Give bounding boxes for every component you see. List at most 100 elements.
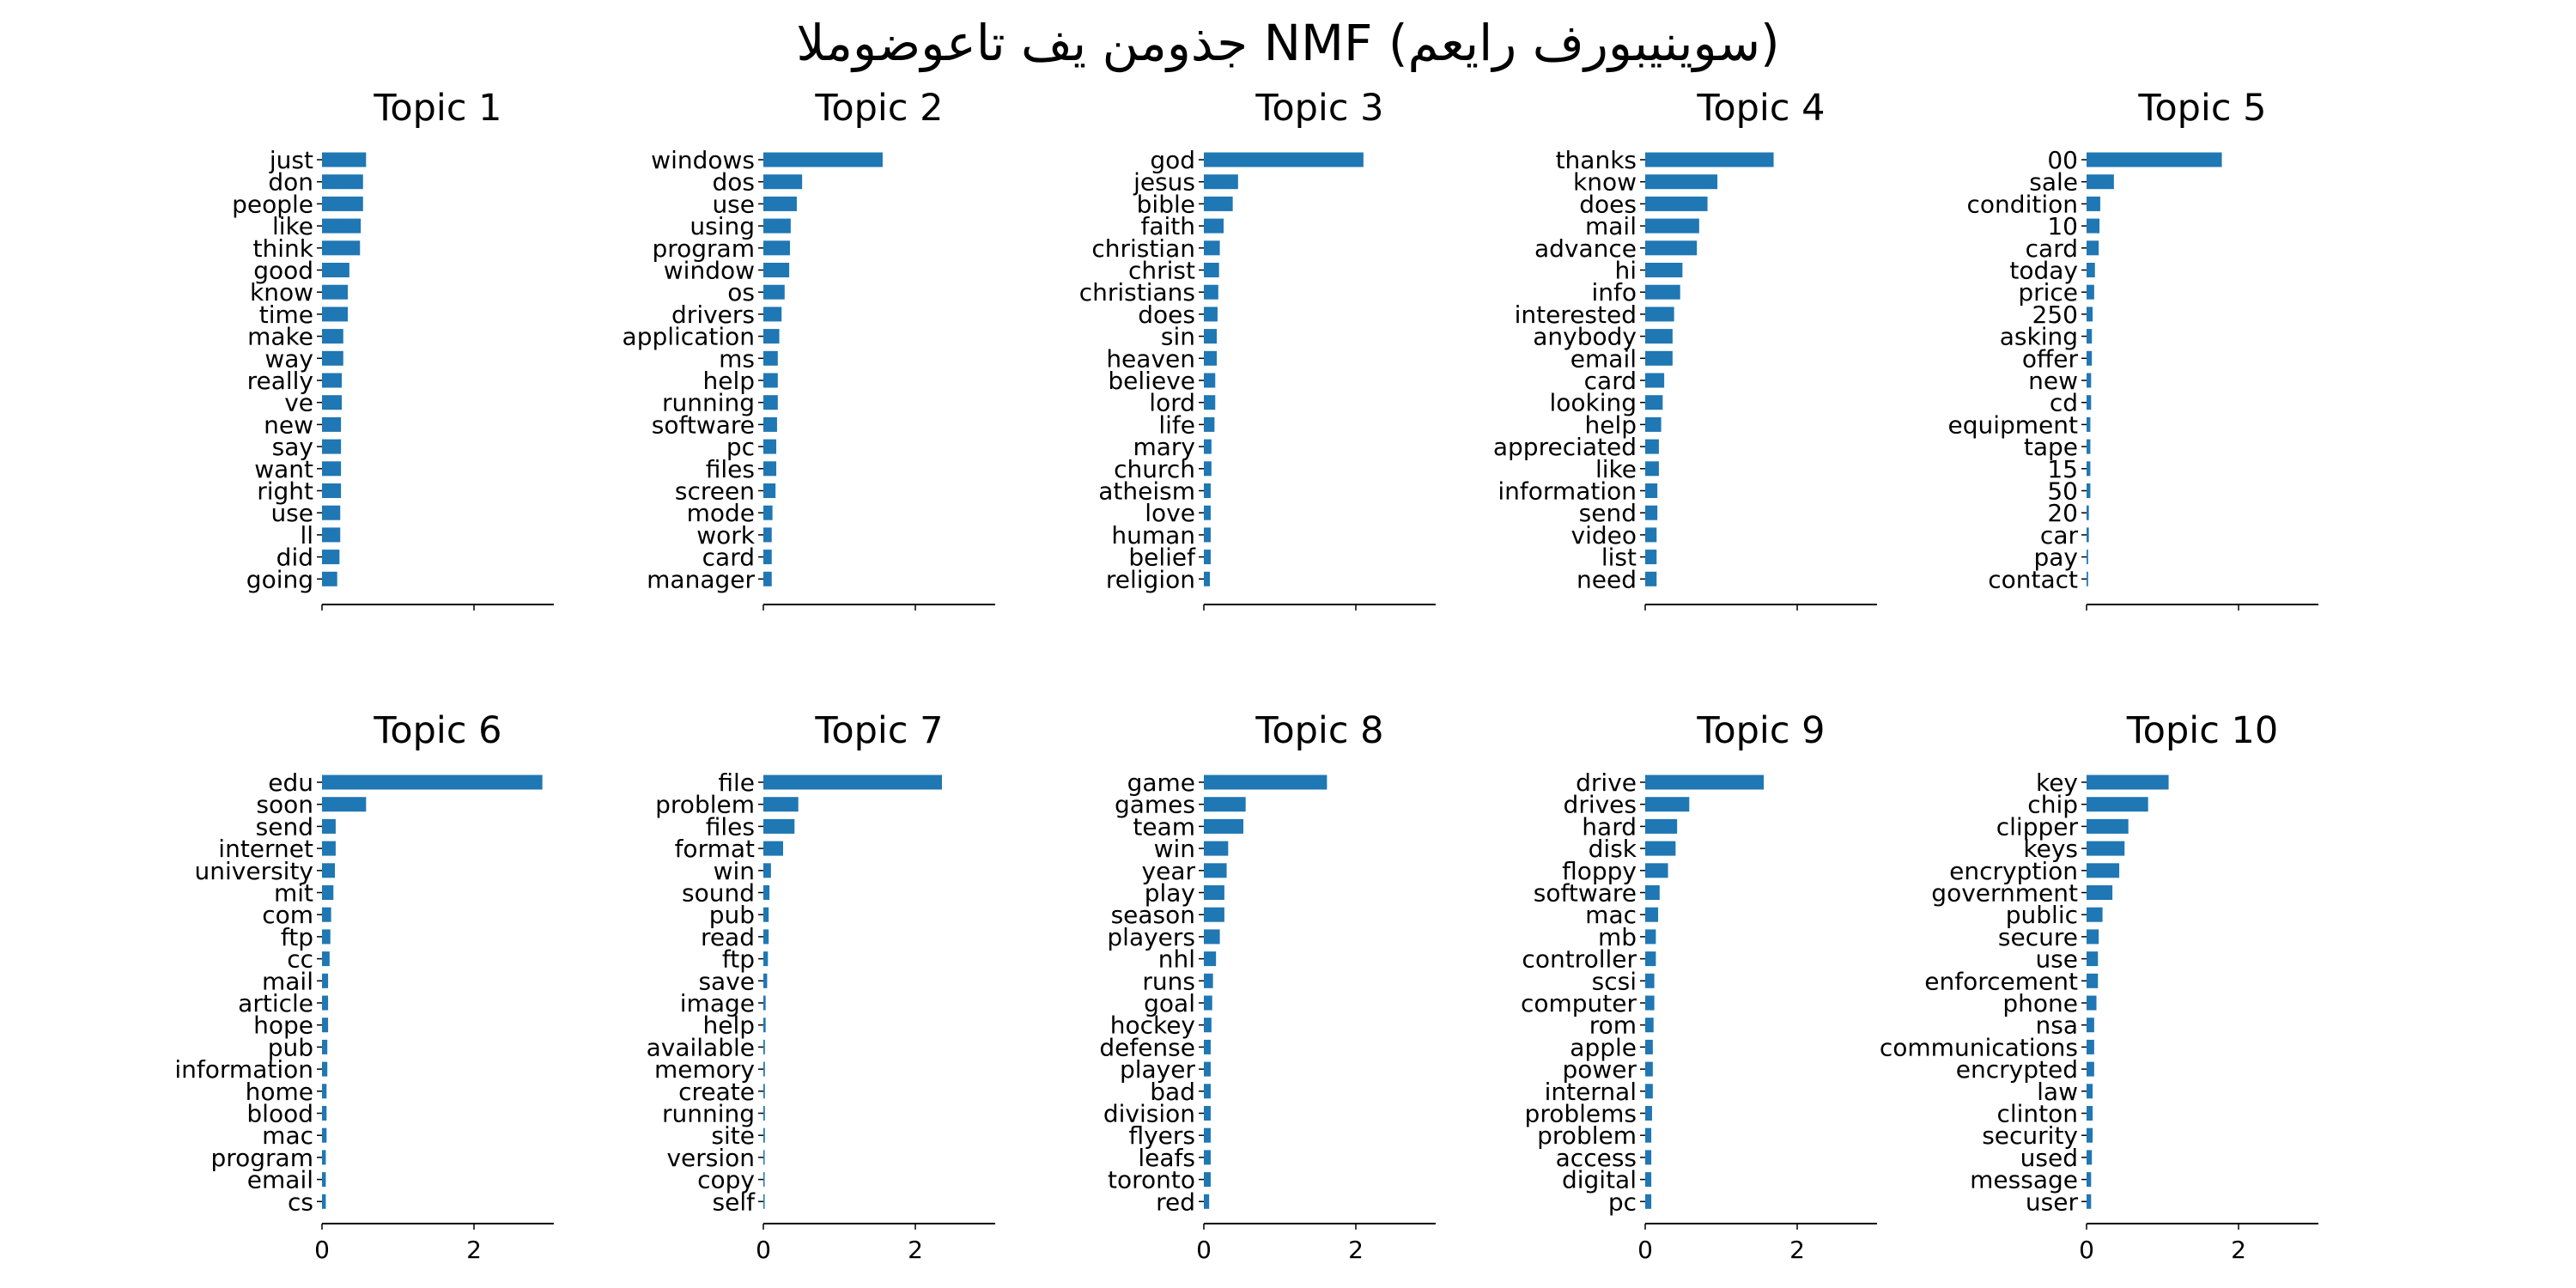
ytick-label: offer [2022, 344, 2079, 373]
ytick-label: pub [709, 901, 755, 929]
bar [322, 284, 349, 300]
bar [2087, 995, 2097, 1011]
ytick-label: ve [284, 389, 313, 417]
bar [1204, 505, 1211, 520]
bar [1204, 1127, 1211, 1143]
ytick-label: information [174, 1055, 313, 1084]
ytick-label: believe [1108, 367, 1195, 395]
bar [2087, 263, 2095, 277]
bar [2087, 284, 2094, 300]
ytick-label: pc [726, 433, 755, 461]
ytick-label: list [1601, 544, 1637, 572]
bar [322, 152, 367, 167]
bar [322, 1061, 328, 1077]
bar [763, 1106, 765, 1121]
bar [2087, 797, 2148, 812]
bar [1204, 550, 1211, 565]
ytick-label: memory [654, 1055, 755, 1084]
bar [1645, 527, 1657, 543]
bar [763, 527, 772, 543]
ytick-label: really [247, 367, 313, 395]
bar [763, 240, 790, 256]
ytick-label: like [272, 212, 313, 240]
bar [1645, 775, 1765, 790]
bar [1645, 863, 1668, 878]
bar [763, 505, 773, 520]
ytick-label: ll [300, 521, 313, 550]
ytick-label: running [662, 1100, 755, 1128]
ytick-label: problem [655, 791, 755, 819]
bar [322, 527, 341, 543]
bar [763, 797, 799, 812]
bar [1204, 461, 1212, 477]
ytick-label: cd [2050, 389, 2078, 417]
ytick-label: mac [1585, 901, 1637, 929]
bar [1204, 196, 1233, 211]
bar [2087, 395, 2092, 410]
ytick-label: power [1562, 1055, 1637, 1084]
bar [322, 395, 343, 410]
bar [2087, 775, 2169, 790]
ytick-label: tape [2024, 433, 2078, 461]
panel-title: Topic 5 [2137, 87, 2266, 130]
ytick-label: did [276, 544, 313, 572]
ytick-label: mit [274, 879, 313, 908]
ytick-label: car [2040, 521, 2079, 550]
bar [763, 571, 772, 586]
ytick-label: problem [1537, 1121, 1637, 1150]
ytick-label: mb [1598, 923, 1637, 951]
ytick-label: 50 [2047, 477, 2078, 506]
ytick-label: os [727, 278, 755, 307]
bar [763, 995, 766, 1011]
bar [2087, 350, 2093, 366]
bar [1204, 1039, 1211, 1054]
ytick-label: make [247, 323, 313, 351]
ytick-label: christ [1128, 257, 1195, 285]
bar [1204, 284, 1218, 300]
ytick-label: bad [1150, 1078, 1195, 1106]
bar [2087, 863, 2120, 878]
ytick-label: access [1556, 1144, 1637, 1172]
bar [322, 1194, 326, 1209]
bar [1645, 1172, 1652, 1188]
ytick-label: version [666, 1144, 755, 1172]
ytick-label: drivers [671, 301, 755, 329]
ytick-label: win [1154, 835, 1195, 863]
bar [322, 329, 343, 344]
ytick-label: life [1158, 410, 1195, 439]
ytick-label: chip [2027, 791, 2078, 819]
ytick-label: clinton [1996, 1100, 2078, 1128]
bar [1204, 995, 1212, 1011]
ytick-label: windows [651, 146, 755, 174]
bar [763, 307, 782, 322]
ytick-label: way [264, 344, 313, 373]
ytick-label: don [268, 168, 313, 197]
ytick-label: pub [268, 1033, 313, 1061]
bar [1645, 1194, 1652, 1209]
bar [1645, 571, 1657, 586]
ytick-label: soon [256, 791, 313, 819]
ytick-label: phone [2002, 989, 2078, 1018]
bar [763, 1018, 766, 1033]
ytick-label: team [1133, 812, 1195, 841]
ytick-label: program [210, 1144, 313, 1172]
bar [1204, 973, 1213, 988]
bar [1645, 929, 1656, 945]
bar [763, 863, 771, 878]
bar [322, 818, 336, 834]
xtick-label: 2 [466, 1236, 482, 1264]
bar [1645, 439, 1659, 454]
ytick-label: new [264, 410, 313, 439]
panel-title: Topic 4 [1696, 87, 1825, 130]
bar [322, 1150, 326, 1165]
ytick-label: cs [288, 1188, 313, 1216]
ytick-label: internet [218, 835, 313, 863]
figure-suptitle: الموضوعات في نموذج NMF (معيار فروبينيوس) [796, 14, 1780, 72]
bar [322, 1039, 328, 1054]
bar [2087, 951, 2099, 967]
ytick-label: edu [268, 769, 313, 797]
ytick-label: encryption [1949, 857, 2078, 885]
ytick-label: think [253, 234, 314, 263]
bar [2087, 1061, 2094, 1077]
bar [1645, 416, 1662, 432]
